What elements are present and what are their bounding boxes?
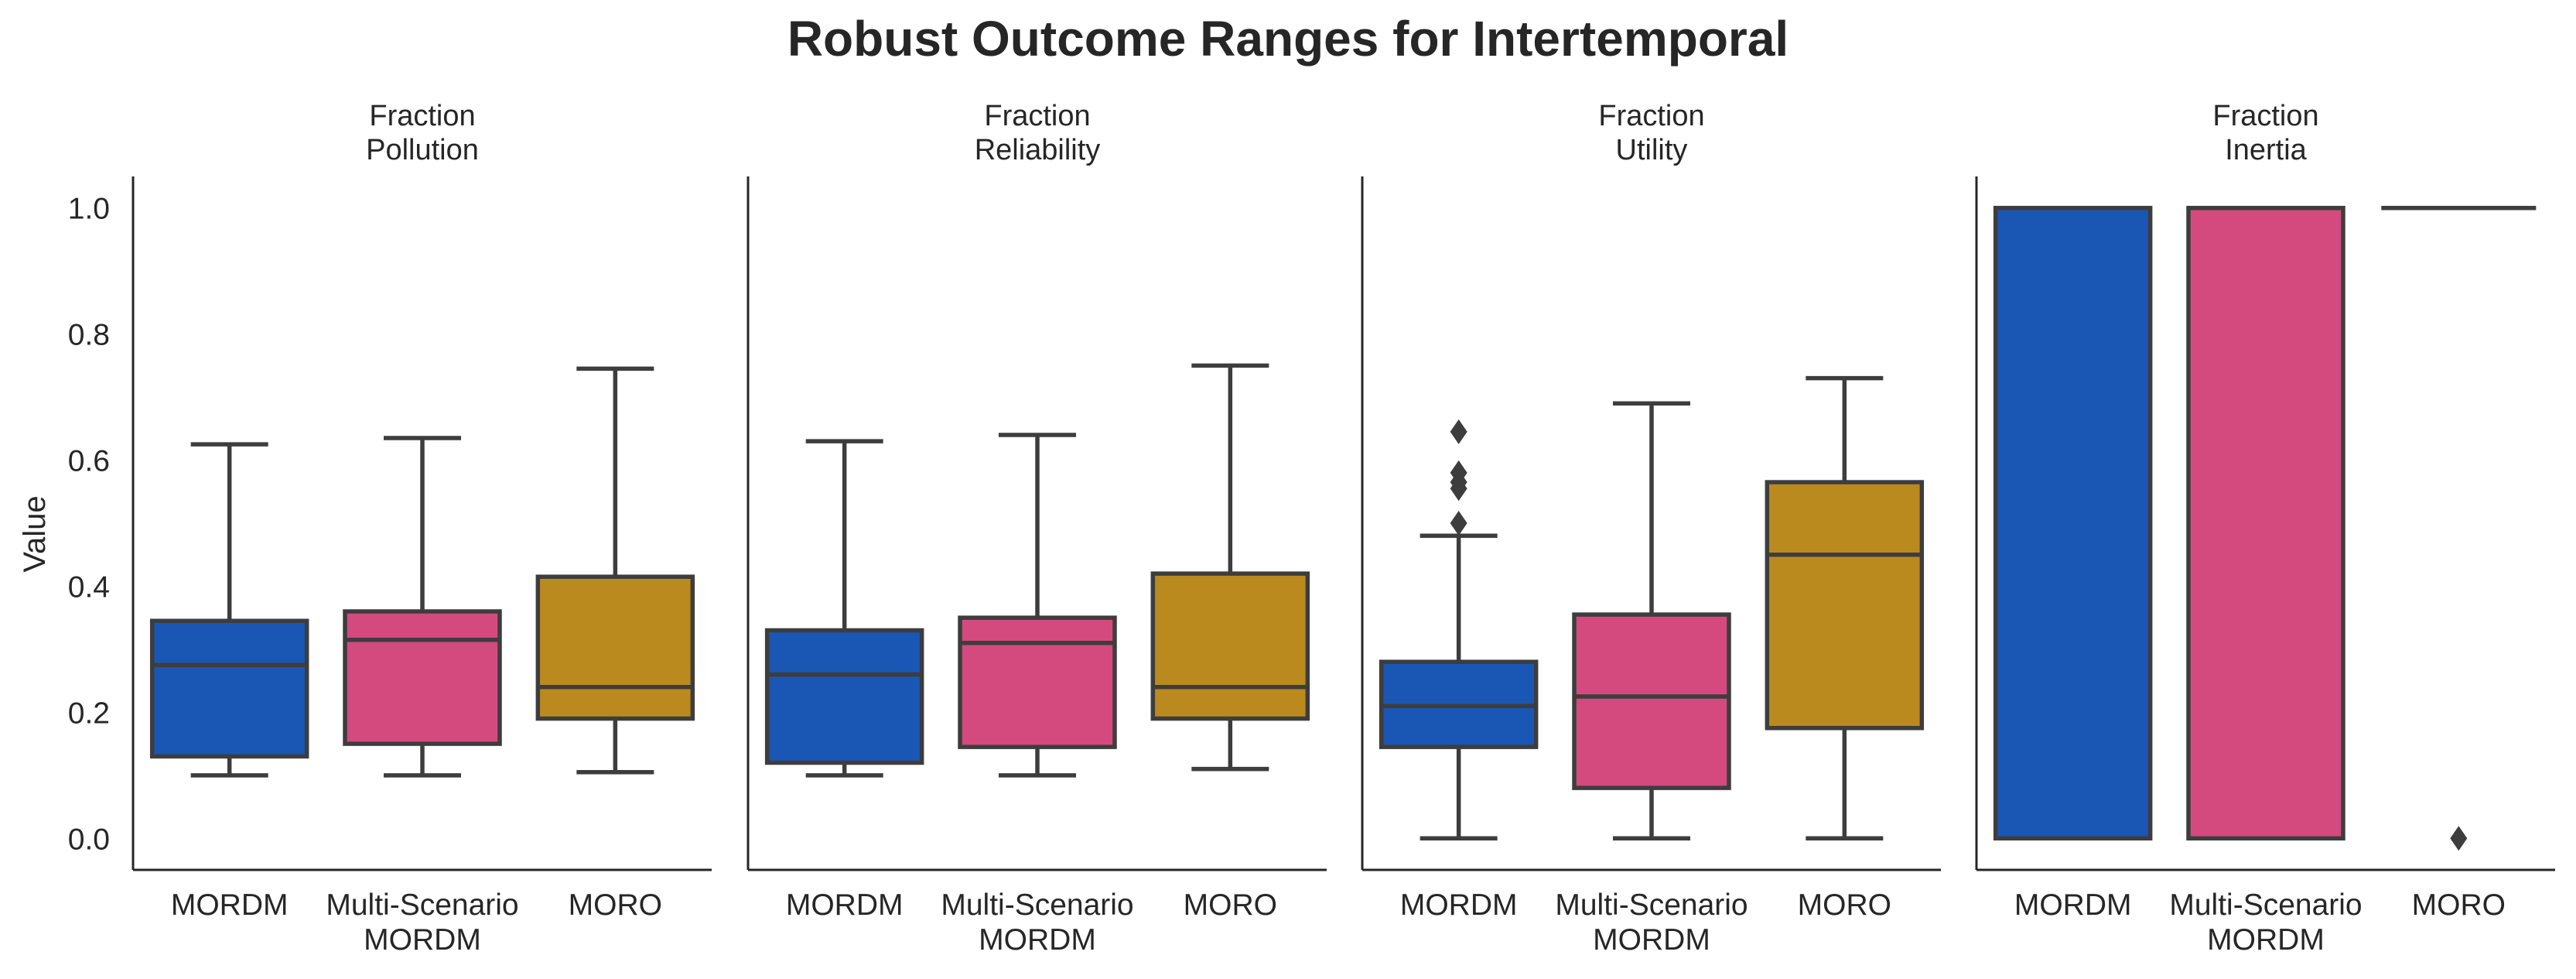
x-tick-label-line1: Multi-Scenario bbox=[2169, 888, 2362, 922]
box-mordm bbox=[149, 442, 309, 778]
panel-title-line2: Utility bbox=[1616, 134, 1688, 166]
outlier-point bbox=[1450, 460, 1467, 485]
box-moro bbox=[2381, 205, 2537, 851]
x-tick-label-line1: Multi-Scenario bbox=[326, 888, 518, 922]
outlier-point bbox=[2450, 826, 2468, 851]
box-multi-scenario bbox=[958, 433, 1117, 778]
iqr-box bbox=[149, 618, 309, 759]
x-tick-label-line1: MORO bbox=[1798, 888, 1891, 922]
x-tick-label-line1: MORDM bbox=[1400, 888, 1518, 922]
x-tick-label-line2: MORDM bbox=[1593, 923, 1710, 957]
box-moro bbox=[1765, 375, 1925, 841]
outlier-point bbox=[1450, 511, 1467, 536]
box-moro bbox=[535, 366, 695, 775]
x-tick-label-line1: MORDM bbox=[171, 888, 289, 922]
panel-title-line2: Pollution bbox=[366, 134, 479, 166]
x-tick-label-line1: MORO bbox=[1184, 888, 1277, 922]
panel-title-line2: Reliability bbox=[975, 134, 1101, 166]
y-tick-label: 0.2 bbox=[68, 697, 110, 730]
box-multi-scenario bbox=[343, 436, 502, 778]
y-tick-label: 0.8 bbox=[68, 319, 110, 352]
x-tick-label-line1: MORO bbox=[569, 888, 662, 922]
panel-title-line1: Fraction bbox=[1598, 100, 1704, 132]
y-axis-label: Value bbox=[18, 495, 52, 572]
x-tick-label-line1: MORDM bbox=[2014, 888, 2132, 922]
box-mordm bbox=[1379, 419, 1539, 841]
x-tick-label-line1: Multi-Scenario bbox=[941, 888, 1133, 922]
iqr-box bbox=[1150, 571, 1310, 721]
box-multi-scenario bbox=[1572, 401, 1731, 841]
iqr-box bbox=[1993, 205, 2153, 841]
box-mordm bbox=[764, 439, 924, 778]
box-mordm bbox=[1993, 205, 2153, 841]
y-tick-label: 0.0 bbox=[68, 823, 110, 856]
iqr-box bbox=[764, 628, 924, 765]
outlier-point bbox=[1450, 419, 1467, 444]
box-multi-scenario bbox=[2186, 205, 2345, 841]
panel-title-line1: Fraction bbox=[369, 100, 475, 132]
y-tick-label: 0.4 bbox=[68, 570, 110, 604]
iqr-box bbox=[2186, 205, 2345, 841]
iqr-box bbox=[1765, 480, 1925, 731]
iqr-box bbox=[343, 609, 502, 746]
x-tick-label-line1: Multi-Scenario bbox=[1555, 888, 1748, 922]
y-tick-label: 0.6 bbox=[68, 445, 110, 478]
x-tick-label-line2: MORDM bbox=[2207, 923, 2325, 957]
panel-title-line2: Inertia bbox=[2225, 134, 2307, 166]
panel-title-line1: Fraction bbox=[2212, 100, 2318, 132]
iqr-box bbox=[958, 615, 1117, 749]
box-moro bbox=[1150, 363, 1310, 772]
x-tick-label-line2: MORDM bbox=[979, 923, 1096, 957]
x-tick-label-line1: MORO bbox=[2412, 888, 2506, 922]
y-tick-label: 1.0 bbox=[68, 193, 110, 226]
iqr-box bbox=[535, 574, 695, 721]
chart-title: Robust Outcome Ranges for Intertemporal bbox=[787, 11, 1789, 67]
panel-title-line1: Fraction bbox=[984, 100, 1090, 132]
x-tick-label-line1: MORDM bbox=[786, 888, 904, 922]
iqr-box bbox=[1572, 612, 1731, 790]
x-tick-label-line2: MORDM bbox=[364, 923, 481, 957]
panels-group: FractionPollution0.00.20.40.60.81.0MORDM… bbox=[68, 100, 2555, 957]
